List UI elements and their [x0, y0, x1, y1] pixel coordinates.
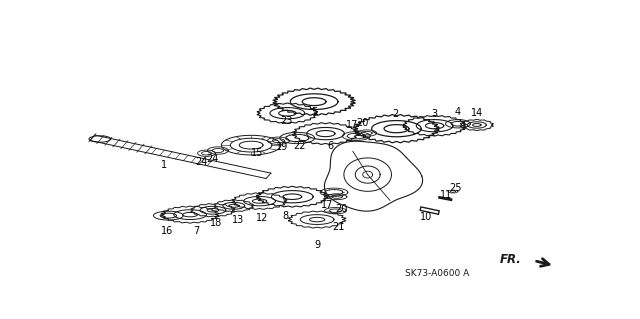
- Text: 4: 4: [455, 108, 461, 117]
- Text: 20: 20: [356, 118, 369, 128]
- Text: 2: 2: [392, 109, 398, 119]
- Text: 17: 17: [346, 120, 358, 130]
- Text: 23: 23: [280, 115, 292, 126]
- Text: 15: 15: [252, 148, 264, 158]
- Text: 17: 17: [321, 200, 333, 210]
- Text: 22: 22: [294, 141, 306, 151]
- Text: 3: 3: [431, 109, 437, 119]
- Text: 1: 1: [161, 160, 168, 170]
- Text: 6: 6: [328, 141, 333, 151]
- Text: 18: 18: [211, 218, 223, 228]
- Text: 7: 7: [193, 226, 200, 236]
- Text: 20: 20: [336, 204, 348, 214]
- Text: 10: 10: [420, 212, 432, 222]
- Text: 25: 25: [449, 183, 461, 193]
- Text: 9: 9: [314, 240, 320, 250]
- Text: 11: 11: [440, 190, 452, 200]
- Text: 16: 16: [161, 226, 173, 236]
- Text: 24: 24: [195, 157, 207, 167]
- Text: 8: 8: [283, 211, 289, 221]
- Text: SK73-A0600 A: SK73-A0600 A: [405, 269, 469, 278]
- Text: 5: 5: [311, 108, 317, 117]
- Text: 24: 24: [207, 154, 219, 164]
- Text: 14: 14: [470, 108, 483, 118]
- Text: 21: 21: [333, 222, 345, 232]
- Text: 13: 13: [232, 215, 244, 225]
- Text: 12: 12: [257, 213, 269, 223]
- Text: FR.: FR.: [500, 253, 522, 266]
- Text: 19: 19: [276, 142, 289, 152]
